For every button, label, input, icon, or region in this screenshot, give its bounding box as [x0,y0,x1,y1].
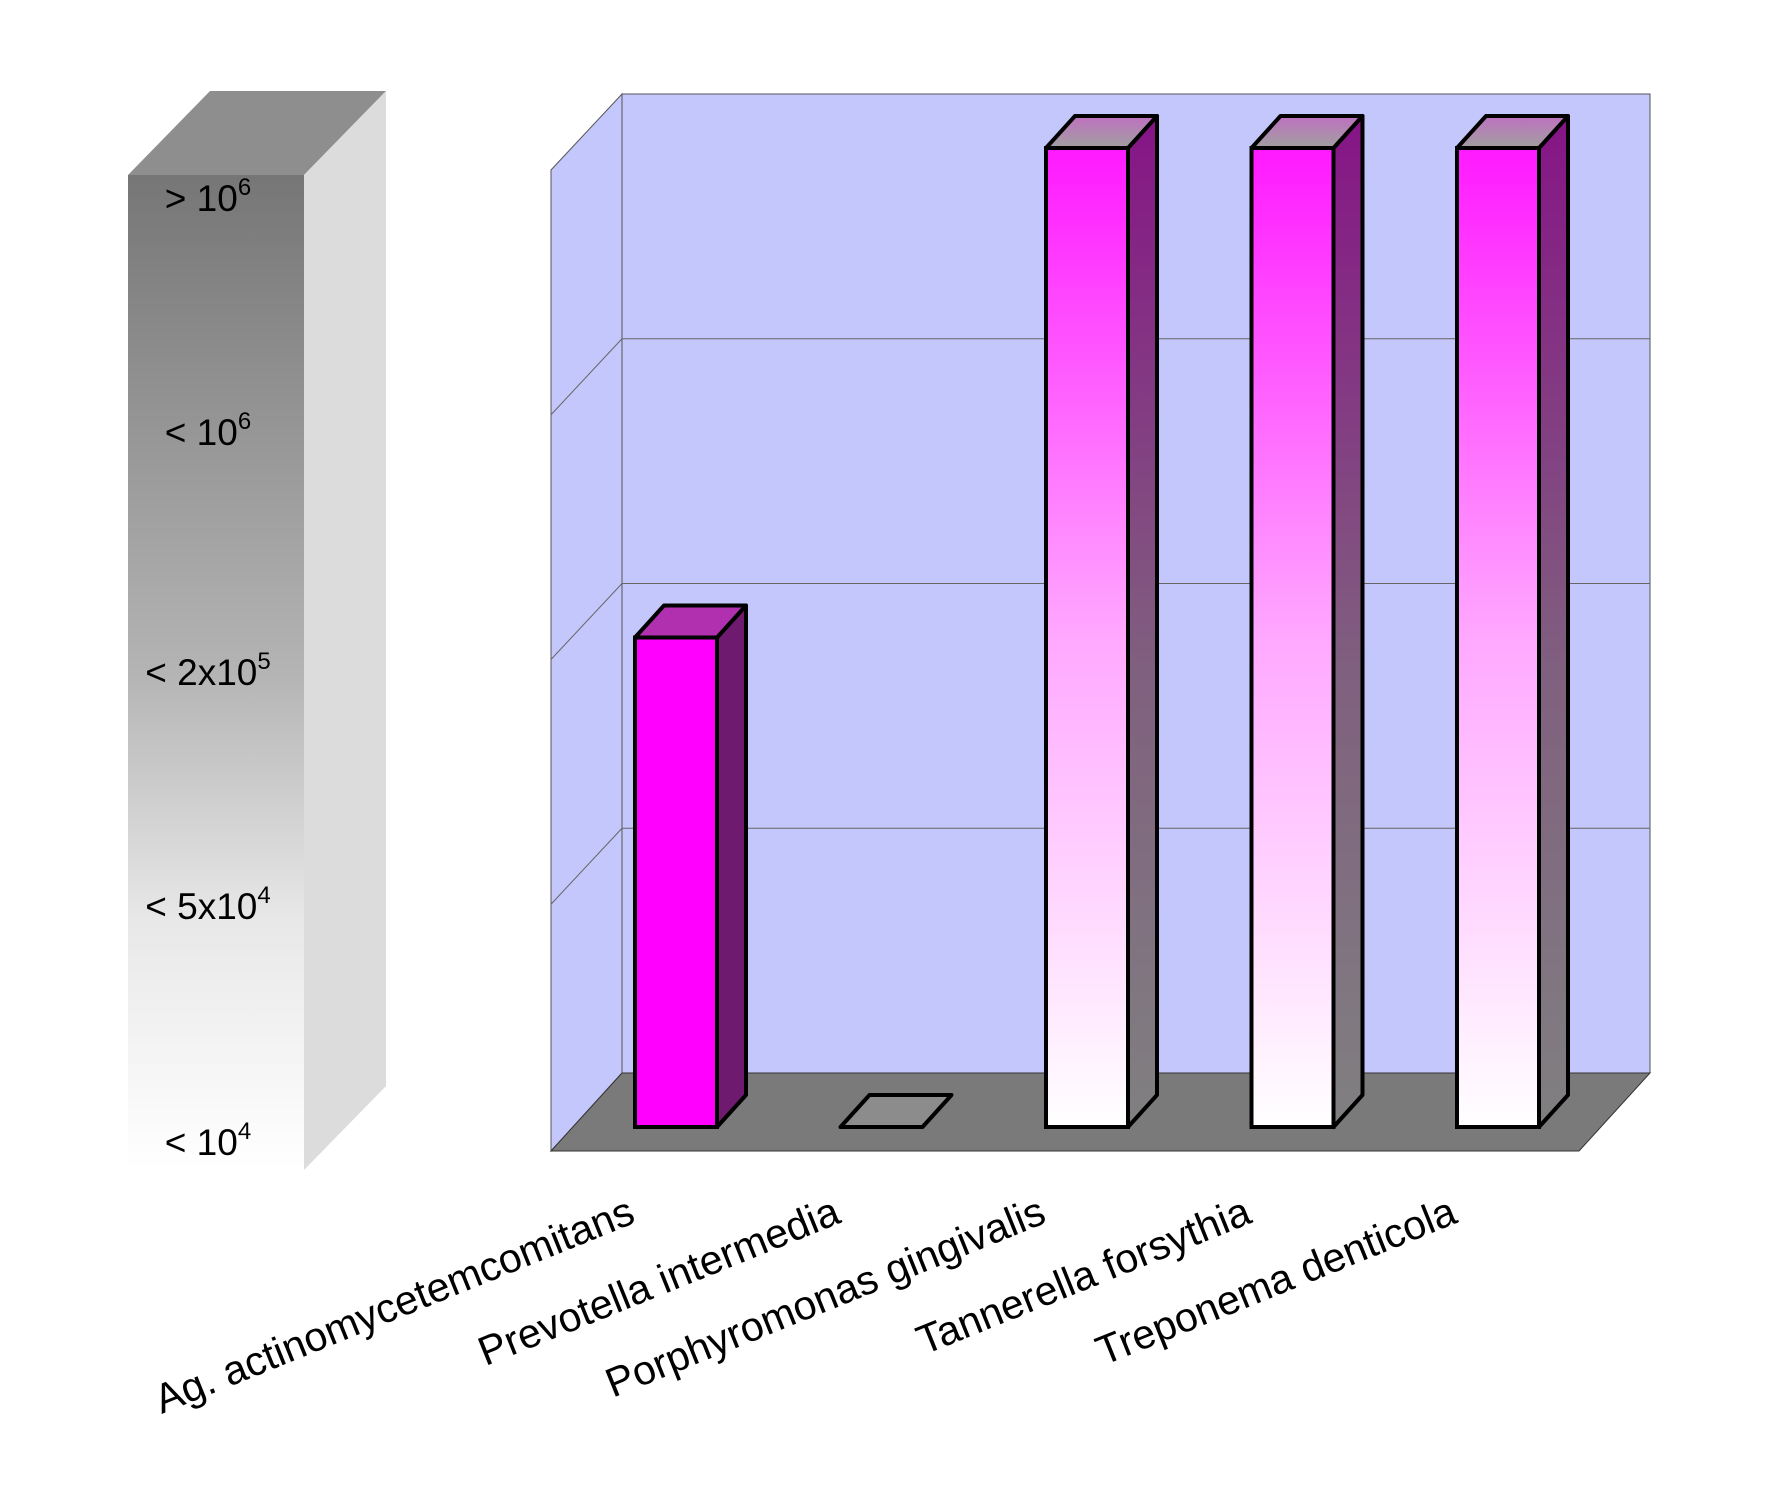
bar [1455,114,1570,1129]
bar-front [1455,146,1541,1129]
bar-side [1537,114,1570,1129]
bar-side [1126,114,1159,1129]
scale-label: < 106 [165,408,251,453]
bar-front [1249,146,1336,1129]
gridline-side [550,827,623,905]
bar [1044,114,1159,1129]
bar [1249,114,1365,1129]
bar-side [1331,114,1365,1129]
bar-side [715,603,748,1129]
scale-label: > 106 [165,174,251,219]
bar-front [633,635,719,1129]
scale-label: < 104 [165,1118,251,1163]
side-wall [550,92,623,1153]
scale-label: < 5x104 [145,882,270,927]
scale-front-face [128,175,304,1170]
bar [633,603,748,1129]
scale-side-face [304,91,386,1170]
scale-legend: < 104 < 5x104 < 2x105 < 106 > 106 [128,91,386,1170]
x-tick-label: Tannerella forsythia [910,1188,1257,1364]
scale-label: < 2x105 [145,648,270,693]
gridline-side [550,583,623,660]
gridline-side [550,338,623,416]
bar-base [838,1093,954,1129]
bar [838,1093,954,1129]
x-tick-label: Treponema denticola [1089,1188,1462,1374]
scale-top-face [128,91,386,175]
bar-front [1044,146,1130,1129]
